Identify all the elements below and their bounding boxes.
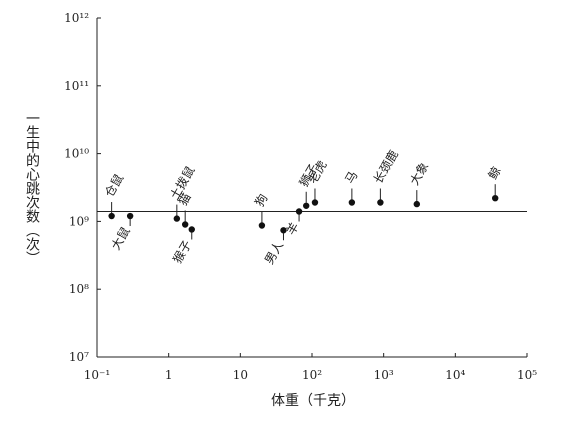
x-tick-label: 10⁻¹	[84, 368, 110, 382]
y-tick-label: 10¹²	[64, 11, 89, 25]
point-label: 狗	[252, 192, 270, 209]
point-label: 鲸	[485, 164, 504, 182]
point-label: 男人	[262, 239, 286, 267]
point	[108, 212, 115, 220]
point	[280, 227, 287, 234]
x-tick-label: 10³	[374, 368, 394, 382]
point-label: 大鼠	[109, 225, 133, 253]
point-label: 长颈鹿	[370, 147, 401, 186]
x-tick-label: 10⁴	[445, 368, 465, 382]
point	[181, 221, 189, 228]
y-tick-label: 10⁷	[69, 350, 89, 364]
point	[188, 226, 195, 233]
point	[258, 222, 266, 229]
point-label: 仓鼠	[102, 172, 126, 200]
y-tick-label: 10⁸	[69, 282, 89, 296]
point	[126, 212, 134, 220]
point	[348, 199, 356, 206]
point	[492, 194, 499, 202]
point-label: 猴子	[170, 238, 194, 266]
x-tick-label: 10	[233, 368, 248, 382]
y-tick-label: 10⁹	[69, 214, 89, 228]
point	[295, 208, 303, 215]
x-axis-title: 体重（千克）	[271, 393, 355, 409]
point	[413, 200, 421, 208]
point-label: 羊	[283, 219, 302, 237]
x-tick-label: 1	[165, 368, 173, 382]
point	[377, 199, 384, 206]
y-axis-title: 一生中的心跳次数（次）	[24, 111, 40, 265]
point	[303, 202, 310, 209]
point	[173, 215, 181, 222]
x-tick-label: 10⁵	[517, 368, 537, 382]
point-label: 马	[342, 169, 360, 186]
y-tick-label: 10¹⁰	[64, 147, 89, 161]
x-tick-label: 10²	[302, 368, 322, 382]
y-tick-label: 10¹¹	[64, 79, 89, 93]
point-label: 大象	[407, 160, 431, 188]
point	[311, 199, 319, 206]
